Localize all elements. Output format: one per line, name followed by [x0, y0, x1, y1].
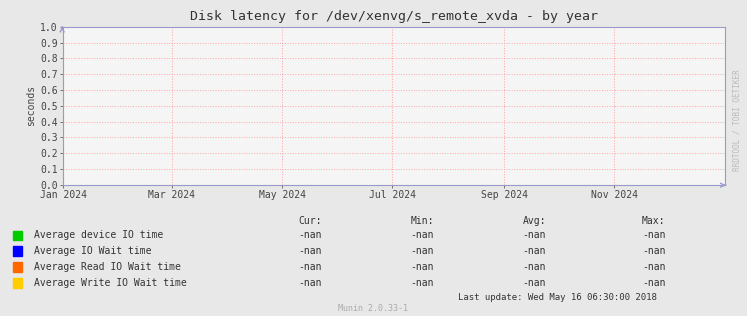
Text: -nan: -nan [410, 230, 434, 240]
Text: -nan: -nan [522, 246, 546, 256]
Text: Last update: Wed May 16 06:30:00 2018: Last update: Wed May 16 06:30:00 2018 [459, 293, 657, 301]
Text: Munin 2.0.33-1: Munin 2.0.33-1 [338, 304, 409, 313]
Text: Average IO Wait time: Average IO Wait time [34, 246, 151, 256]
Text: Average Write IO Wait time: Average Write IO Wait time [34, 278, 186, 288]
Text: -nan: -nan [298, 262, 322, 272]
Text: -nan: -nan [642, 246, 666, 256]
Text: Max:: Max: [642, 216, 666, 227]
Text: Cur:: Cur: [298, 216, 322, 227]
Text: -nan: -nan [522, 278, 546, 288]
Text: -nan: -nan [522, 262, 546, 272]
Y-axis label: seconds: seconds [26, 85, 36, 126]
Text: Min:: Min: [410, 216, 434, 227]
Text: -nan: -nan [298, 246, 322, 256]
Text: RRDTOOL / TOBI OETIKER: RRDTOOL / TOBI OETIKER [733, 69, 742, 171]
Title: Disk latency for /dev/xenvg/s_remote_xvda - by year: Disk latency for /dev/xenvg/s_remote_xvd… [190, 10, 598, 23]
Text: -nan: -nan [410, 262, 434, 272]
Text: Avg:: Avg: [522, 216, 546, 227]
Text: -nan: -nan [642, 278, 666, 288]
Text: -nan: -nan [642, 262, 666, 272]
Text: -nan: -nan [522, 230, 546, 240]
Text: Average device IO time: Average device IO time [34, 230, 163, 240]
Text: -nan: -nan [410, 278, 434, 288]
Text: -nan: -nan [298, 230, 322, 240]
Text: Average Read IO Wait time: Average Read IO Wait time [34, 262, 181, 272]
Text: -nan: -nan [642, 230, 666, 240]
Text: -nan: -nan [298, 278, 322, 288]
Text: -nan: -nan [410, 246, 434, 256]
